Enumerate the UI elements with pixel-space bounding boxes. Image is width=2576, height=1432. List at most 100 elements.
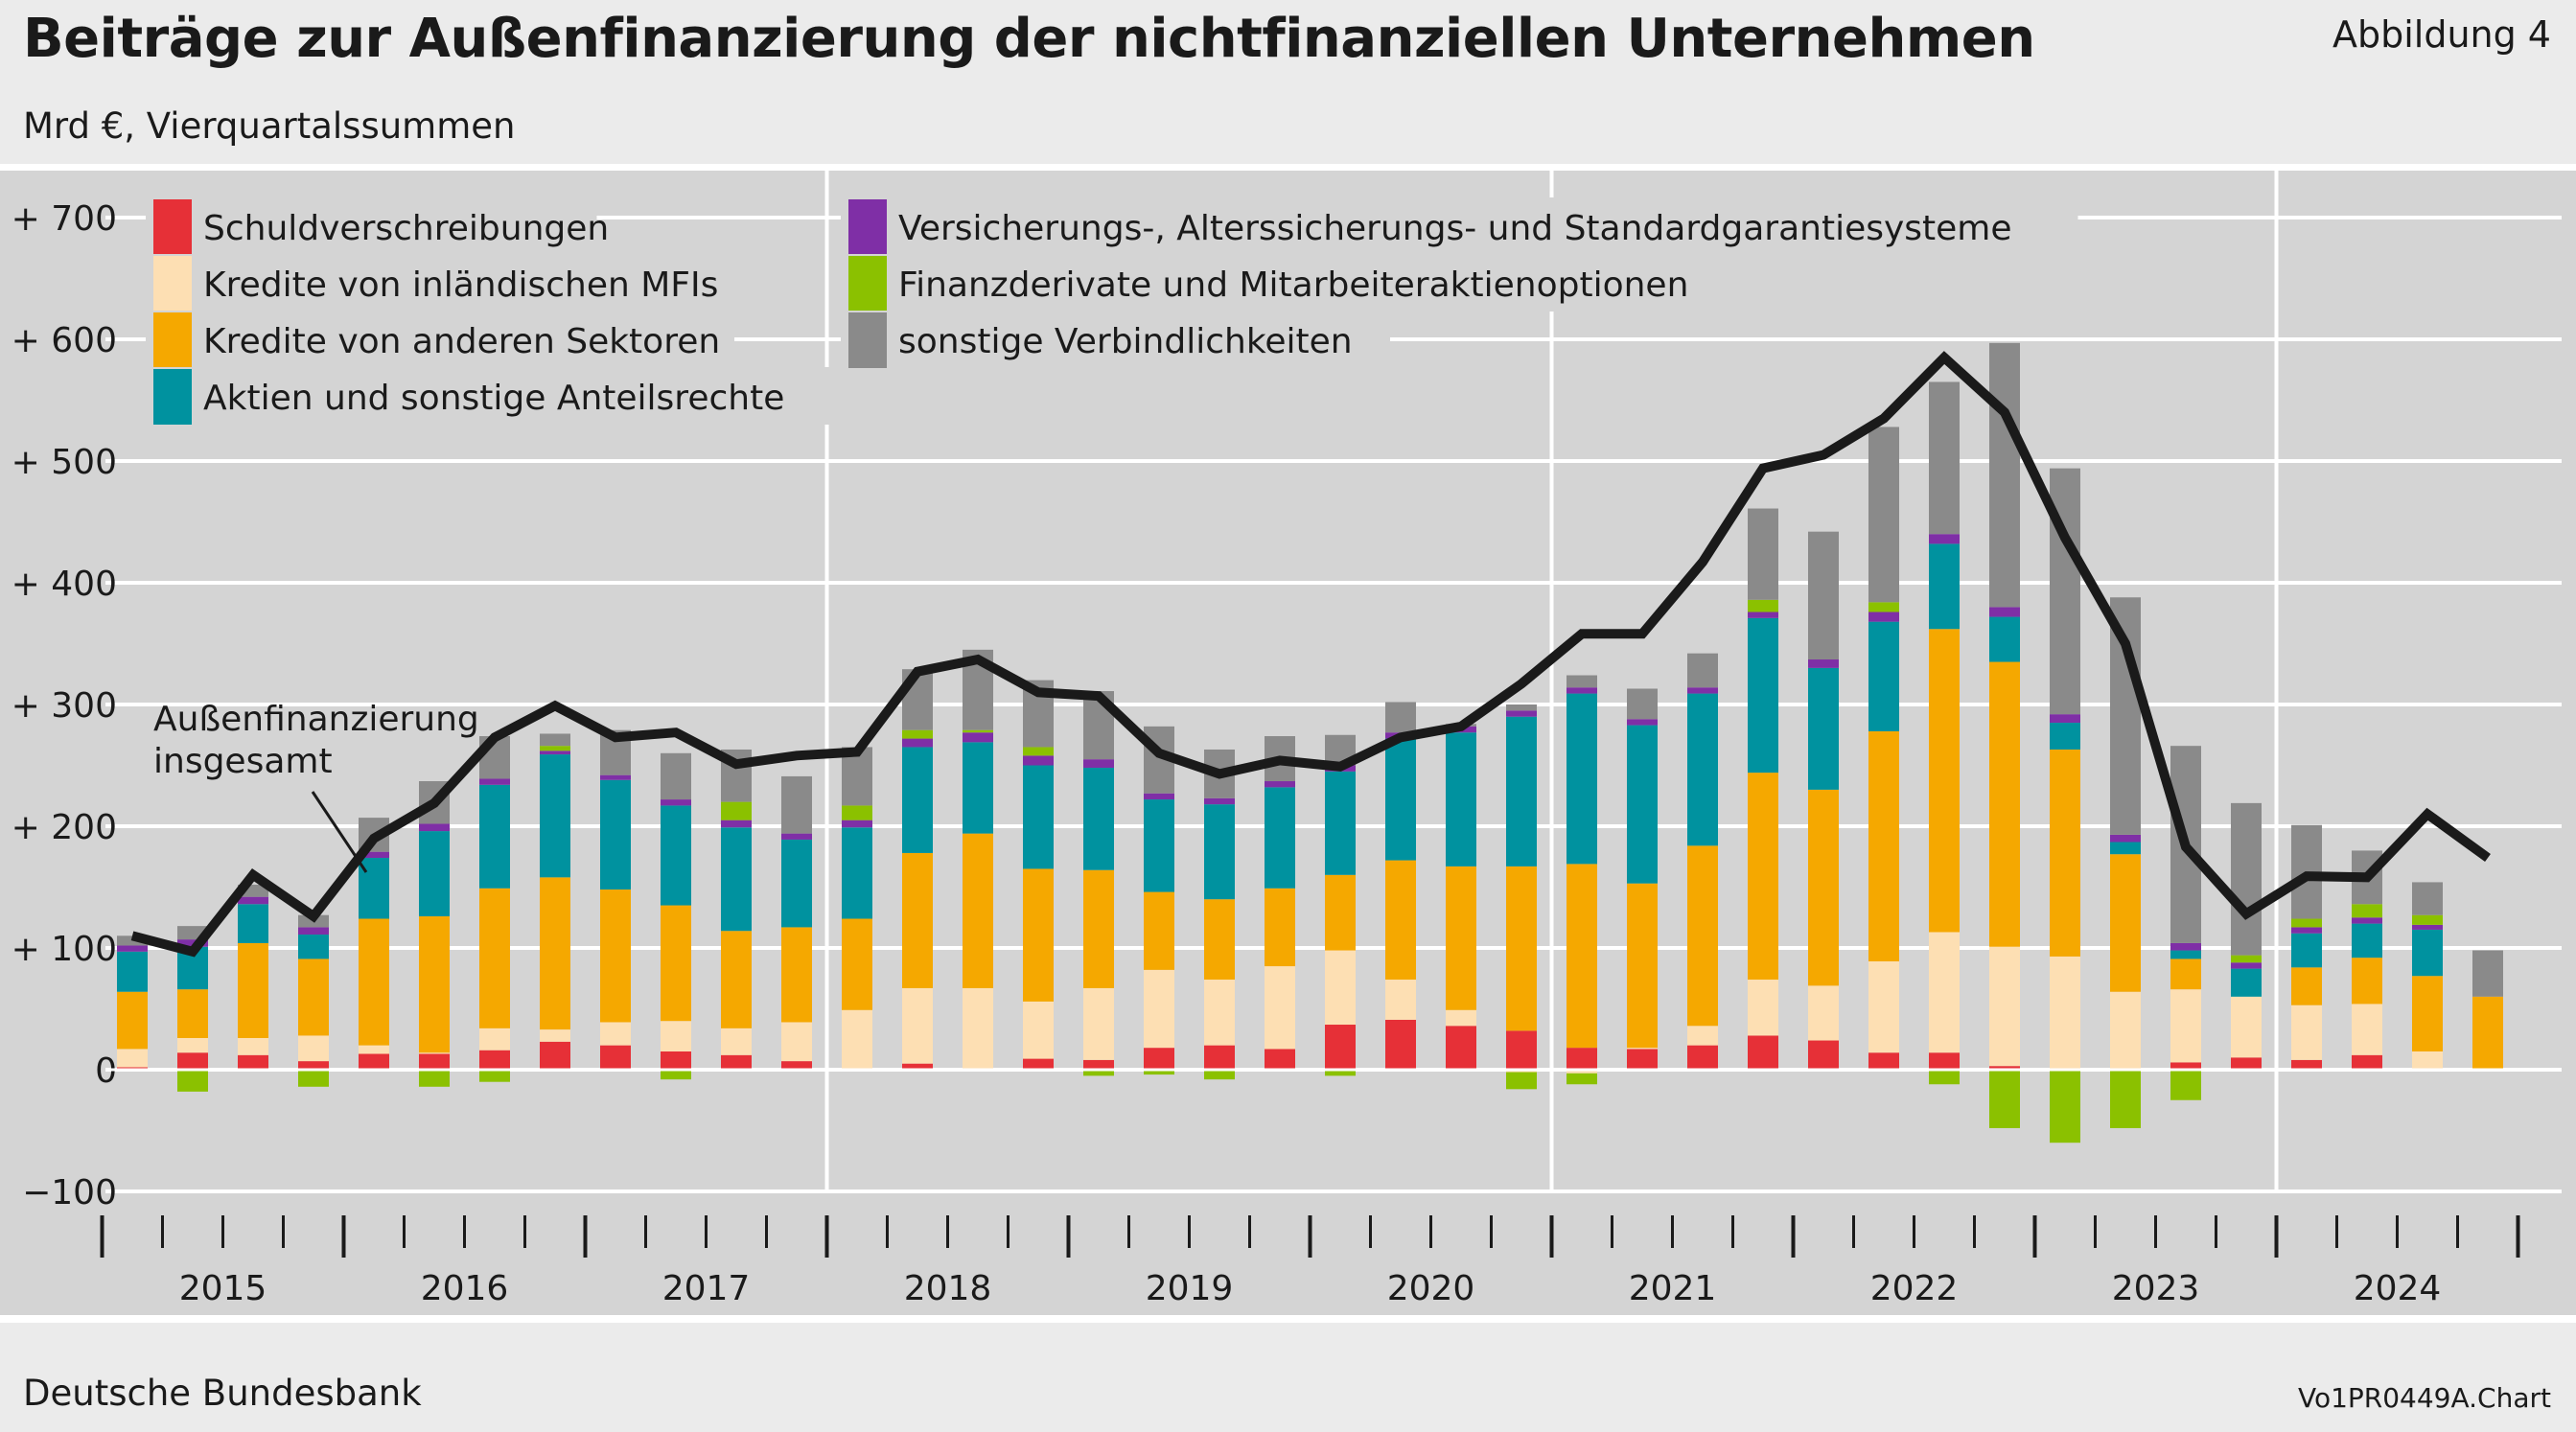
bar-segment (298, 927, 329, 935)
bar-segment (298, 1035, 329, 1062)
y-tick-label: + 700 (12, 199, 117, 239)
bar-segment (1265, 781, 1295, 788)
bar-segment (2110, 834, 2141, 843)
bar-segment (1808, 531, 1839, 660)
bar-segment (177, 1052, 208, 1070)
bar-segment (1989, 946, 2020, 1067)
bar-segment (1446, 1009, 1476, 1027)
bar-segment (842, 827, 872, 919)
bar-segment (2352, 923, 2382, 959)
bar-segment (2231, 955, 2262, 963)
bar-segment (1566, 693, 1597, 865)
legend-background (841, 197, 2078, 255)
bar-segment (2110, 991, 2141, 1070)
bar-segment (1385, 980, 1416, 1020)
bar-segment (359, 851, 389, 859)
bar-segment (2110, 1070, 2141, 1128)
bar-segment (117, 991, 148, 1050)
bar-segment (479, 784, 510, 889)
bar-segment (2231, 1057, 2262, 1070)
bar-segment (177, 939, 208, 947)
bar-segment (2110, 842, 2141, 855)
bar-segment (1204, 797, 1235, 805)
bar-segment (1627, 688, 1658, 720)
bar-segment (963, 732, 993, 743)
annotation-label: Außenfinanzierung (153, 700, 479, 739)
y-tick-label: + 100 (12, 930, 117, 969)
bar-segment (781, 839, 812, 928)
bar-segment (2231, 968, 2262, 997)
bar-segment (2231, 996, 2262, 1058)
legend-swatch (153, 312, 192, 368)
bar-segment (1506, 1030, 1537, 1070)
bar-segment (1748, 612, 1778, 618)
bar-segment (177, 1070, 208, 1092)
bar-segment (238, 904, 268, 943)
y-tick-label: −100 (22, 1173, 117, 1213)
bar-segment (1627, 1049, 1658, 1070)
bar-segment (842, 1009, 872, 1069)
x-year-label: 2022 (1870, 1269, 1959, 1308)
bar-segment (1687, 693, 1718, 846)
bar-segment (2110, 854, 2141, 992)
bar-segment (1868, 602, 1899, 612)
y-tick-label: + 600 (12, 321, 117, 360)
bar-segment (781, 833, 812, 840)
bar-segment (1868, 960, 1899, 1053)
bar-segment (540, 733, 570, 747)
bar-segment (2170, 1062, 2201, 1070)
bar-segment (177, 1037, 208, 1053)
bar-segment (1687, 1026, 1718, 1046)
x-year-label: 2015 (179, 1269, 267, 1308)
bar-segment (1566, 1073, 1597, 1085)
bar-segment (479, 1050, 510, 1070)
legend-background (146, 197, 597, 255)
bar-segment (1929, 932, 1960, 1053)
bar-segment (721, 801, 752, 820)
bar-segment (1748, 617, 1778, 774)
annotation-label: insgesamt (153, 742, 333, 781)
bar-segment (117, 945, 148, 952)
bar-segment (2291, 1059, 2322, 1070)
bar-segment (2412, 929, 2443, 977)
total-line (130, 351, 2491, 958)
bar-segment (2170, 942, 2201, 951)
bar-segment (1566, 864, 1597, 1049)
x-year-label: 2018 (904, 1269, 992, 1308)
bar-segment (1023, 1058, 1054, 1070)
bar-segment (2352, 1004, 2382, 1055)
bar-segment (1083, 768, 1114, 870)
bar-segment (479, 1028, 510, 1051)
bar-segment (2170, 950, 2201, 959)
bar-segment (298, 1061, 329, 1070)
bar-segment (298, 935, 329, 959)
bar-segment (902, 747, 933, 853)
bar-segment (842, 805, 872, 820)
bar-segment (1989, 661, 2020, 947)
bar-segment (1506, 704, 1537, 711)
bar-segment (1989, 607, 2020, 617)
bar-segment (1385, 702, 1416, 733)
bar-segment (1083, 987, 1114, 1060)
bar-segment (479, 1070, 510, 1082)
bar-segment (1325, 771, 1356, 875)
bar-segment (721, 1054, 752, 1070)
bar-segment (1325, 1025, 1356, 1070)
bar-segment (1083, 759, 1114, 769)
legend-label: Schuldverschreibungen (203, 209, 609, 248)
bar-segment (1265, 1049, 1295, 1070)
bar-segment (963, 833, 993, 988)
bar-segment (661, 1021, 691, 1051)
bar-segment (1929, 629, 1960, 933)
bar-segment (1929, 1052, 1960, 1070)
bar-segment (1627, 1048, 1658, 1050)
bar-segment (781, 1022, 812, 1062)
bar-segment (2352, 917, 2382, 924)
bar-segment (1929, 1070, 1960, 1085)
bar-segment (963, 987, 993, 1069)
bar-segment (540, 877, 570, 1030)
bar-segment (1868, 612, 1899, 622)
bar-segment (2412, 914, 2443, 925)
bar-segment (2291, 933, 2322, 968)
